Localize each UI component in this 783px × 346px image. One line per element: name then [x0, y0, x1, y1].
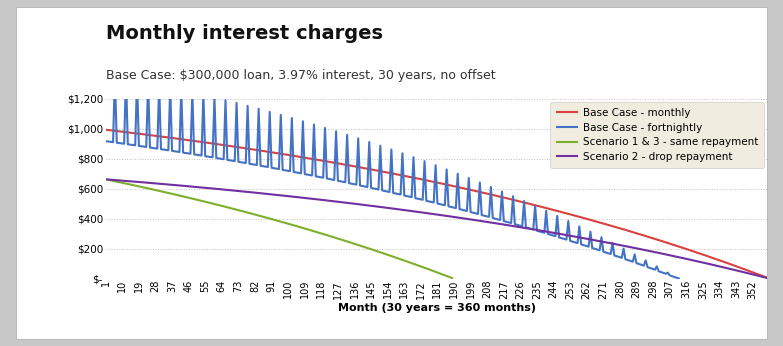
Base Case - monthly: [331, 161, 341, 165]
Scenario 1 & 3 - same repayment: [157, 189, 166, 193]
Base Case - monthly: [320, 159, 330, 163]
Scenario 2 - drop repayment: [182, 184, 192, 188]
Scenario 2 - drop repayment: [320, 198, 330, 202]
Base Case - fortnightly: [413, 197, 422, 201]
Base Case - fortnightly: [241, 161, 251, 165]
Line: Base Case - fortnightly: Base Case - fortnightly: [106, 74, 679, 279]
Base Case - monthly: [101, 128, 110, 132]
Scenario 1 & 3 - same repayment: [361, 245, 370, 249]
Scenario 2 - drop repayment: [391, 207, 400, 211]
Scenario 1 & 3 - same repayment: [448, 276, 457, 280]
Base Case - fortnightly: [134, 144, 143, 148]
Line: Scenario 2 - drop repayment: Scenario 2 - drop repayment: [106, 179, 767, 278]
Scenario 2 - drop repayment: [298, 195, 308, 200]
Base Case - fortnightly: [101, 139, 110, 143]
Scenario 1 & 3 - same repayment: [232, 208, 241, 212]
Base Case - fortnightly: [464, 176, 474, 180]
Scenario 2 - drop repayment: [726, 267, 735, 271]
Base Case - monthly: [182, 138, 192, 142]
X-axis label: Month (30 years = 360 months): Month (30 years = 360 months): [337, 303, 536, 313]
Text: Base Case: $300,000 loan, 3.97% interest, 30 years, no offset: Base Case: $300,000 loan, 3.97% interest…: [106, 69, 496, 82]
Line: Scenario 1 & 3 - same repayment: Scenario 1 & 3 - same repayment: [106, 179, 453, 278]
Base Case - monthly: [298, 155, 308, 160]
Base Case - monthly: [726, 262, 735, 266]
Scenario 1 & 3 - same repayment: [101, 177, 110, 181]
Text: Monthly interest charges: Monthly interest charges: [106, 24, 383, 43]
Scenario 2 - drop repayment: [763, 276, 772, 280]
Scenario 2 - drop repayment: [101, 177, 110, 181]
Legend: Base Case - monthly, Base Case - fortnightly, Scenario 1 & 3 - same repayment, S: Base Case - monthly, Base Case - fortnig…: [550, 102, 764, 168]
Base Case - fortnightly: [674, 276, 684, 281]
Base Case - fortnightly: [243, 104, 252, 108]
Scenario 1 & 3 - same repayment: [330, 235, 339, 239]
Base Case - fortnightly: [110, 72, 120, 76]
Scenario 2 - drop repayment: [331, 199, 341, 203]
Base Case - fortnightly: [322, 176, 331, 181]
Line: Base Case - monthly: Base Case - monthly: [106, 130, 767, 278]
Scenario 1 & 3 - same repayment: [169, 192, 179, 196]
Scenario 1 & 3 - same repayment: [373, 249, 383, 254]
Base Case - monthly: [763, 276, 772, 280]
Base Case - monthly: [391, 172, 400, 176]
